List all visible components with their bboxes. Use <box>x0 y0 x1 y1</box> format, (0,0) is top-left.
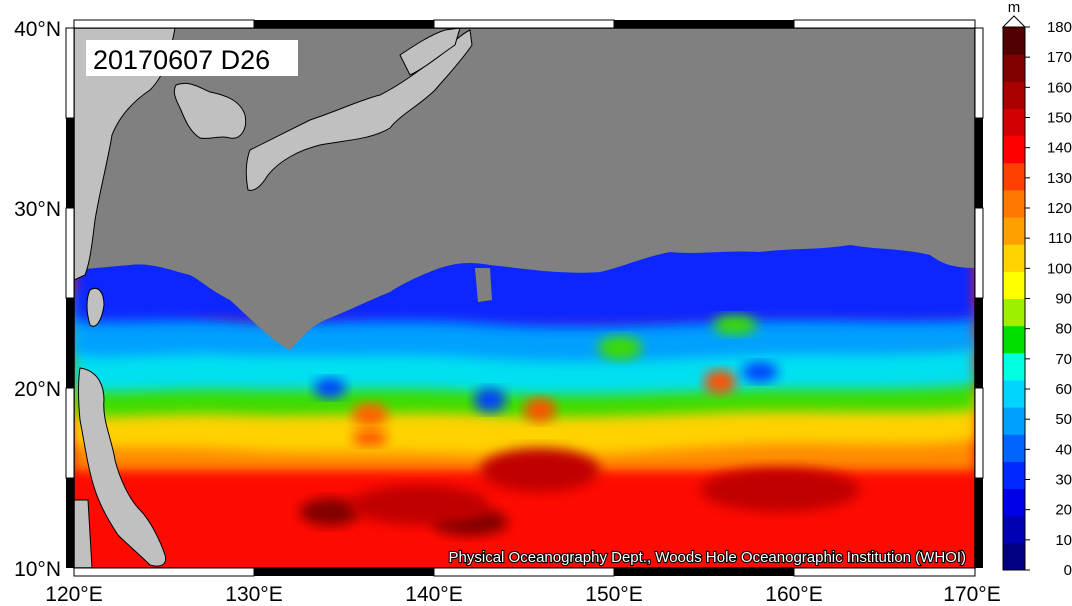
lon-tick-130: 130°E <box>225 583 282 606</box>
colorbar-tick-label: 120 <box>1047 200 1072 217</box>
colorbar-swatch <box>1003 325 1025 354</box>
colorbar-tick-label: 170 <box>1047 49 1072 66</box>
colorbar-tick-label: 20 <box>1055 502 1072 519</box>
colorbar-tick-label: 100 <box>1047 260 1072 277</box>
colorbar-tick-label: 130 <box>1047 170 1072 187</box>
colorbar-swatch <box>1003 108 1025 137</box>
lat-tick-40: 40°N <box>14 18 61 41</box>
colorbar-swatch <box>1003 217 1025 245</box>
colorbar-swatch <box>1003 27 1025 55</box>
colorbar-swatch <box>1003 244 1025 272</box>
colorbar-swatch <box>1003 542 1025 571</box>
lat-tick-20: 20°N <box>14 378 61 401</box>
colorbar-swatch <box>1003 162 1025 191</box>
colorbar-tick-label: 160 <box>1047 79 1072 96</box>
colorbar-extend-arrow <box>1001 15 1027 28</box>
lon-tick-150: 150°E <box>585 583 642 606</box>
map-border-ruler <box>65 19 984 577</box>
colorbar-swatch <box>1003 407 1025 435</box>
colorbar-swatch <box>1003 135 1025 164</box>
colorbar-swatch <box>1003 379 1025 408</box>
lon-tick-120: 120°E <box>45 583 102 606</box>
colorbar-swatch <box>1003 461 1025 490</box>
colorbar-tick-label: 40 <box>1055 441 1072 458</box>
lat-tick-labels: 40°N 30°N 20°N 10°N <box>14 18 61 581</box>
date-label-box: 20170607 D26 <box>86 40 298 76</box>
colorbar-swatch <box>1003 488 1025 517</box>
colorbar-frame <box>1002 26 1026 571</box>
date-label: 20170607 D26 <box>93 45 270 75</box>
colorbar-unit: m <box>1008 0 1021 16</box>
lon-tick-170: 170°E <box>943 583 1000 606</box>
lon-tick-labels: 120°E 130°E 140°E 150°E 160°E 170°E <box>45 583 1000 606</box>
lat-tick-30: 30°N <box>14 198 61 221</box>
colorbar-swatch <box>1003 515 1025 544</box>
colorbar-tick-label: 140 <box>1047 140 1072 157</box>
colorbar-tick-label: 30 <box>1055 472 1072 489</box>
colorbar-swatch <box>1003 189 1025 218</box>
lon-tick-140: 140°E <box>405 583 462 606</box>
colorbar-tick-label: 110 <box>1048 230 1072 247</box>
colorbar-tick-label: 90 <box>1055 291 1072 308</box>
colorbar-swatch <box>1003 54 1025 82</box>
colorbar-tick-label: 70 <box>1055 351 1072 368</box>
colorbar-tick-label: 10 <box>1055 532 1072 549</box>
colorbar-swatch <box>1003 352 1025 381</box>
colorbar-tick-label: 60 <box>1055 381 1072 398</box>
land-mask <box>74 28 975 568</box>
colorbar-swatch <box>1003 271 1025 299</box>
lon-tick-160: 160°E <box>765 583 822 606</box>
colorbar-tick-label: 0 <box>1064 562 1072 579</box>
colorbar-tick-label: 80 <box>1055 321 1072 338</box>
lat-tick-10: 10°N <box>14 558 61 581</box>
colorbar: m 18017016015014013012011010090807060504… <box>1001 0 1072 579</box>
colorbar-swatch <box>1003 298 1025 327</box>
credit-text: Physical Oceanography Dept., Woods Hole … <box>449 549 966 566</box>
colorbar-tick-label: 150 <box>1047 110 1072 127</box>
colorbar-tick-label: 50 <box>1055 411 1072 428</box>
colorbar-swatch <box>1003 434 1025 462</box>
colorbar-tick-label: 180 <box>1047 19 1072 36</box>
colorbar-swatch <box>1003 81 1025 109</box>
